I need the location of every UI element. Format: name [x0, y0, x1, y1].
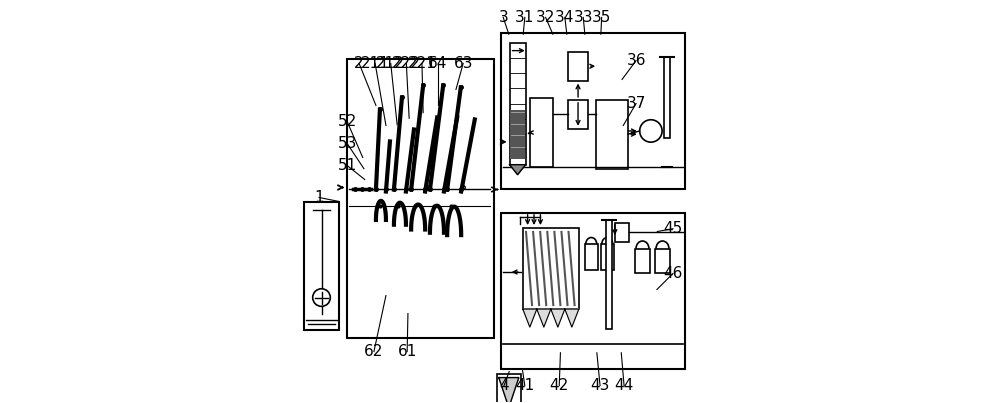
Bar	[347, 59, 494, 338]
Text: 36: 36	[626, 53, 646, 68]
Text: 53: 53	[337, 136, 357, 151]
Text: 212: 212	[376, 56, 405, 71]
Bar	[568, 100, 588, 129]
Text: 31: 31	[515, 10, 535, 25]
Text: 3: 3	[498, 10, 508, 25]
Bar	[601, 244, 614, 270]
Bar	[585, 244, 598, 270]
Polygon shape	[537, 309, 551, 327]
Bar	[664, 56, 670, 138]
Bar	[523, 228, 579, 309]
Text: 35: 35	[592, 10, 611, 25]
Bar	[501, 213, 685, 369]
Bar	[655, 249, 670, 272]
Bar	[530, 98, 553, 167]
Circle shape	[640, 120, 662, 142]
Text: 61: 61	[397, 344, 417, 359]
Bar	[510, 43, 526, 165]
Text: 222: 222	[392, 56, 421, 71]
Text: 221: 221	[408, 56, 436, 71]
Polygon shape	[551, 309, 565, 327]
Text: 62: 62	[364, 344, 384, 359]
Bar	[497, 374, 521, 403]
Text: 45: 45	[663, 221, 683, 236]
Text: 34: 34	[555, 10, 575, 25]
Text: 37: 37	[626, 96, 646, 111]
Bar	[606, 220, 612, 329]
Text: 4: 4	[499, 378, 509, 393]
Bar	[304, 202, 339, 330]
Bar	[596, 100, 628, 168]
Bar	[568, 52, 588, 81]
Text: 46: 46	[663, 266, 683, 281]
Text: 211: 211	[361, 56, 390, 71]
Bar	[615, 223, 629, 242]
Text: 2: 2	[354, 56, 364, 71]
Bar	[510, 110, 525, 158]
Circle shape	[313, 289, 330, 306]
Polygon shape	[499, 378, 519, 403]
Text: 52: 52	[337, 114, 357, 129]
Text: 33: 33	[573, 10, 593, 25]
Polygon shape	[510, 165, 526, 174]
Text: 1: 1	[314, 190, 324, 205]
Text: 42: 42	[550, 378, 569, 393]
Text: 51: 51	[337, 158, 357, 173]
Text: 43: 43	[590, 378, 610, 393]
Text: 44: 44	[614, 378, 634, 393]
Text: 41: 41	[515, 378, 534, 393]
Bar	[501, 33, 685, 189]
Bar	[635, 249, 650, 272]
Text: 32: 32	[536, 10, 555, 25]
Text: 63: 63	[453, 56, 473, 71]
Polygon shape	[565, 309, 579, 327]
Polygon shape	[523, 309, 537, 327]
Text: 64: 64	[428, 56, 448, 71]
